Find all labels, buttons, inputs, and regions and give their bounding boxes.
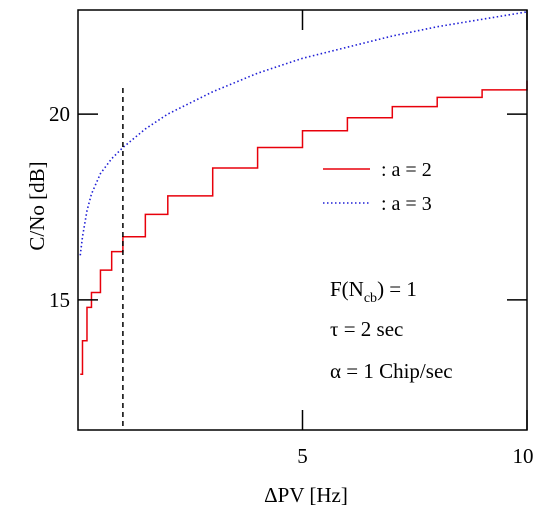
annotation-f-ncb: F(Ncb) = 1 (330, 277, 417, 306)
y-tick-label-15: 15 (49, 288, 70, 312)
annotation-tau: τ = 2 sec (330, 317, 403, 341)
parameter-annotations: F(Ncb) = 1 τ = 2 sec α = 1 Chip/sec (330, 277, 453, 383)
legend-label-a2: : a = 2 (381, 159, 432, 181)
y-axis-title: C/No [dB] (25, 161, 49, 250)
x-axis-title: ΔPV [Hz] (264, 483, 348, 507)
legend-label-a3: : a = 3 (381, 193, 432, 215)
y-tick-label-20: 20 (49, 102, 70, 126)
plot-lines (79, 11, 528, 375)
series-line-a3 (79, 11, 528, 256)
series-line-a2 (80, 80, 528, 375)
axis-ticks: 5 10 15 20 (49, 10, 534, 468)
x-tick-label-10: 10 (513, 444, 534, 468)
annotation-alpha: α = 1 Chip/sec (330, 359, 453, 383)
x-tick-label-5: 5 (297, 444, 308, 468)
legend: : a = 2 : a = 3 (323, 159, 432, 215)
